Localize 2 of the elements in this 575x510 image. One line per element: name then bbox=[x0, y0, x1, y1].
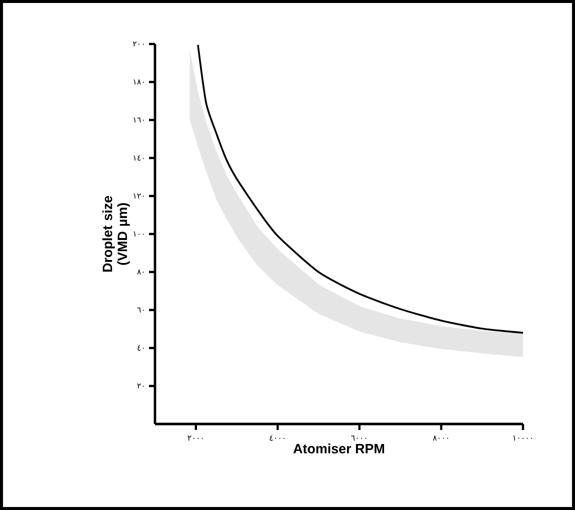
x-axis-title: Atomiser RPM bbox=[293, 444, 384, 454]
y-axis-title: Droplet size (VMD µm) bbox=[102, 196, 130, 272]
